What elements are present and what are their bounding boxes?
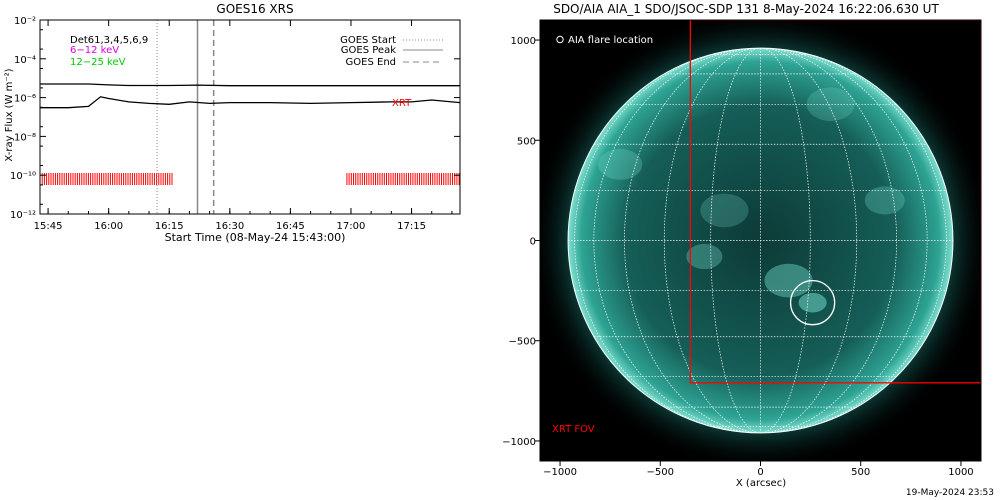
grid-longitude-line	[760, 48, 811, 433]
aia-title: SDO/AIA AIA_1 SDO/JSOC-SDP 131 8-May-202…	[553, 2, 939, 16]
grid-longitude-line	[624, 48, 761, 433]
aia-x-tick-label: 1000	[948, 467, 973, 478]
goes-y-tick-label: 10⁻²	[14, 16, 36, 27]
goes-y-tick-label: 10⁻⁴	[14, 55, 36, 66]
aia-xlabel: X (arcsec)	[736, 478, 786, 489]
goes-ylabel: X-ray Flux (W m⁻²)	[4, 68, 15, 161]
active-region	[598, 148, 643, 180]
aia-image-panel: SDO/AIA AIA_1 SDO/JSOC-SDP 131 8-May-202…	[502, 2, 982, 489]
grid-longitude-line	[760, 48, 858, 433]
legend-goes-end: GOES End	[346, 57, 396, 68]
active-region	[798, 292, 827, 313]
grid-longitude-line	[710, 48, 761, 433]
xrt-fov-box	[689, 20, 981, 384]
legend-goes-peak: GOES Peak	[341, 45, 396, 56]
goes-x-tick-label: 16:15	[155, 221, 184, 232]
goes-legend-left: Det61,3,4,5,6,9 6−12 keV 12−25 keV	[70, 35, 148, 68]
xrt-label: XRT	[392, 98, 412, 109]
goes-y-tick-label: 10⁻¹⁰	[10, 171, 36, 182]
legend-6-12kev: 6−12 keV	[70, 45, 119, 56]
goes-title: GOES16 XRS	[216, 2, 293, 16]
goes-legend-right: GOES Start GOES Peak GOES End	[340, 35, 443, 68]
footer-date: 19-May-2024 23:53	[905, 488, 994, 498]
goes-xrs-chart: GOES16 XRS X-ray Flux (W m⁻²) Start Time…	[4, 2, 461, 244]
legend-detector: Det61,3,4,5,6,9	[70, 35, 148, 46]
aia-x-tick-label: 500	[851, 467, 870, 478]
goes-flux-curve-1	[40, 83, 460, 87]
goes-x-tick-label: 17:00	[337, 221, 366, 232]
xrt-fov-label: XRT FOV	[552, 424, 595, 435]
goes-x-tick-label: 16:45	[276, 221, 305, 232]
goes-xlabel: Start Time (08-May-24 15:43:00)	[165, 231, 346, 244]
aia-legend-marker	[556, 35, 564, 44]
goes-x-tick-label: 17:15	[397, 221, 426, 232]
aia-x-tick-label: −500	[647, 467, 674, 478]
active-region	[700, 193, 749, 228]
goes-x-tick-label: 16:30	[215, 221, 244, 232]
grid-longitude-line	[760, 48, 928, 433]
grid-longitude-line	[593, 48, 761, 433]
aia-y-tick-label: −500	[509, 337, 536, 348]
aia-y-tick-label: 0	[530, 237, 536, 248]
aia-plot-area: −1000 −500 0 500 1000 −1000 −500 0 500 1000	[502, 19, 982, 478]
grid-longitude-line	[574, 48, 761, 433]
active-region	[764, 263, 813, 298]
goes-y-tick-label: 10⁻¹²	[10, 210, 36, 221]
flare-location-circle	[789, 279, 836, 326]
aia-x-tick-label: −1000	[543, 467, 577, 478]
aia-y-tick-label: 1000	[511, 36, 536, 47]
grid-longitude-line	[760, 48, 947, 433]
heliographic-grid	[568, 48, 953, 433]
goes-flux-curve-2	[40, 96, 461, 109]
active-regions	[598, 87, 905, 313]
active-region	[806, 87, 855, 122]
goes-y-tick-label: 10⁻⁶	[14, 94, 36, 105]
goes-plot-area: 10⁻¹² 10⁻¹⁰ 10⁻⁸ 10⁻⁶ 10⁻⁴ 10⁻² 15:45 16:00 16:1…	[10, 16, 461, 232]
active-region	[864, 186, 905, 215]
grid-longitude-line	[663, 48, 761, 433]
legend-goes-start: GOES Start	[340, 35, 396, 46]
aia-y-tick-label: 500	[517, 136, 536, 147]
goes-x-tick-label: 16:00	[94, 221, 123, 232]
aia-x-tick-label: 0	[757, 467, 763, 478]
aia-y-tick-label: −1000	[502, 437, 536, 448]
goes-y-tick-label: 10⁻⁸	[14, 132, 36, 143]
grid-longitude-line	[760, 48, 897, 433]
aia-legend: AIA flare location	[568, 35, 653, 46]
aia-image-body	[540, 20, 981, 461]
solar-limb	[567, 47, 954, 434]
legend-12-25kev: 12−25 keV	[70, 57, 126, 68]
goes-x-tick-label: 15:45	[34, 221, 63, 232]
active-region	[686, 243, 723, 270]
